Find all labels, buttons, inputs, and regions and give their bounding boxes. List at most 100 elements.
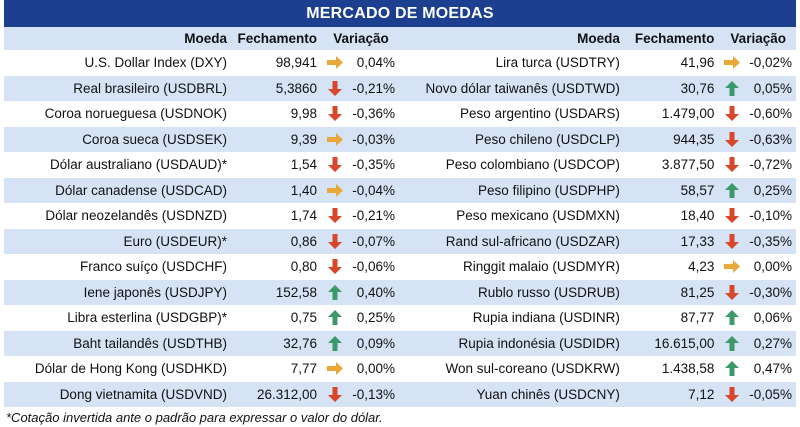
table-row: Dólar australiano (USDAUD)* 1,54 -0,35%: [4, 152, 400, 178]
arrow-down-icon: [720, 157, 744, 173]
close-value: 16.615,00: [654, 335, 715, 351]
arrow-right-icon: [720, 56, 744, 70]
arrow-down-icon: [720, 284, 744, 300]
change-value: -0,63%: [749, 131, 792, 147]
table-row: Coroa sueca (USDSEK) 9,39 -0,03%: [4, 126, 400, 152]
arrow-down-icon: [720, 233, 744, 249]
header-currency: Moeda: [184, 31, 227, 46]
change-value: -0,60%: [749, 106, 792, 122]
currency-name: Peso filipino (USDPHP): [478, 182, 620, 198]
table-row: Baht tailandês (USDTHB) 32,76 0,09%: [4, 330, 400, 356]
currency-name: U.S. Dollar Index (DXY): [84, 55, 227, 71]
table-row: Rublo russo (USDRUB) 81,25 -0,30%: [400, 279, 796, 305]
change-value: -0,10%: [749, 208, 792, 224]
table-row: Rupia indonésia (USDIDR) 16.615,00 0,27%: [400, 330, 796, 356]
right-column: Moeda Fechamento Variação Lira turca (US…: [400, 27, 796, 407]
currency-name: Dólar neozelandês (USDNZD): [45, 208, 227, 224]
close-value: 1,54: [290, 157, 317, 173]
arrow-down-icon: [323, 259, 347, 275]
arrow-down-icon: [323, 106, 347, 122]
close-value: 7,12: [688, 386, 715, 402]
footnote: *Cotação invertida ante o padrão para ex…: [6, 410, 383, 425]
close-value: 944,35: [673, 131, 715, 147]
currency-name: Peso mexicano (USDMXN): [456, 208, 620, 224]
table-row: Rupia indiana (USDINR) 87,77 0,06%: [400, 305, 796, 331]
change-value: 0,25%: [356, 310, 395, 326]
table-row: Peso colombiano (USDCOP) 3.877,50 -0,72%: [400, 152, 796, 178]
change-value: -0,05%: [749, 386, 792, 402]
close-value: 152,58: [275, 284, 317, 300]
header-row-left: Moeda Fechamento Variação: [4, 27, 400, 50]
arrow-right-icon: [323, 56, 347, 70]
table-row: Peso mexicano (USDMXN) 18,40 -0,10%: [400, 203, 796, 229]
change-value: -0,07%: [352, 233, 395, 249]
table-row: Peso filipino (USDPHP) 58,57 0,25%: [400, 177, 796, 203]
currency-name: Euro (USDEUR)*: [123, 233, 227, 249]
table-body: Moeda Fechamento Variação U.S. Dollar In…: [4, 27, 796, 407]
table-row: Lira turca (USDTRY) 41,96 -0,02%: [400, 50, 796, 76]
table-row: Dólar de Hong Kong (USDHKD) 7,77 0,00%: [4, 356, 400, 382]
currency-name: Peso argentino (USDARS): [460, 106, 620, 122]
change-value: -0,35%: [749, 233, 792, 249]
table-title: MERCADO DE MOEDAS: [4, 0, 796, 27]
arrow-up-icon: [323, 335, 347, 351]
header-close: Fechamento: [237, 31, 317, 46]
arrow-up-icon: [720, 335, 744, 351]
change-value: 0,27%: [753, 335, 792, 351]
change-value: 0,05%: [753, 80, 792, 96]
currency-name: Peso colombiano (USDCOP): [445, 157, 620, 173]
header-change: Variação: [333, 31, 389, 46]
currency-name: Coroa norueguesa (USDNOK): [44, 106, 227, 122]
currency-market-table: MERCADO DE MOEDAS Moeda Fechamento Varia…: [4, 0, 796, 425]
change-value: -0,02%: [749, 55, 792, 71]
arrow-down-icon: [323, 80, 347, 96]
header-currency: Moeda: [577, 31, 620, 46]
close-value: 30,76: [680, 80, 715, 96]
arrow-down-icon: [323, 157, 347, 173]
change-value: -0,13%: [352, 386, 395, 402]
table-row: Novo dólar taiwanês (USDTWD) 30,76 0,05%: [400, 75, 796, 101]
header-row-right: Moeda Fechamento Variação: [400, 27, 796, 50]
close-value: 7,77: [290, 361, 317, 377]
close-value: 58,57: [680, 182, 715, 198]
currency-name: Libra esterlina (USDGBP)*: [67, 310, 227, 326]
change-value: 0,09%: [356, 335, 395, 351]
close-value: 5,3860: [275, 80, 317, 96]
currency-name: Dólar de Hong Kong (USDHKD): [34, 361, 227, 377]
currency-name: Dólar canadense (USDCAD): [55, 182, 227, 198]
arrow-up-icon: [323, 310, 347, 326]
table-row: Rand sul-africano (USDZAR) 17,33 -0,35%: [400, 228, 796, 254]
change-value: 0,25%: [753, 182, 792, 198]
currency-name: Coroa sueca (USDSEK): [82, 131, 227, 147]
arrow-up-icon: [720, 80, 744, 96]
change-value: -0,35%: [352, 157, 395, 173]
change-value: 0,47%: [753, 361, 792, 377]
change-value: -0,36%: [352, 106, 395, 122]
currency-name: Rupia indonésia (USDIDR): [458, 335, 620, 351]
close-value: 26.312,00: [256, 386, 317, 402]
change-value: -0,04%: [352, 182, 395, 198]
arrow-up-icon: [720, 361, 744, 377]
change-value: -0,21%: [352, 208, 395, 224]
change-value: -0,21%: [352, 80, 395, 96]
arrow-up-icon: [720, 310, 744, 326]
close-value: 81,25: [680, 284, 715, 300]
close-value: 1.479,00: [661, 106, 715, 122]
arrow-right-icon: [323, 183, 347, 197]
currency-name: Won sul-coreano (USDKRW): [445, 361, 620, 377]
close-value: 1,40: [290, 182, 317, 198]
header-close: Fechamento: [634, 31, 715, 46]
close-value: 32,76: [283, 335, 317, 351]
change-value: -0,72%: [749, 157, 792, 173]
currency-name: Rupia indiana (USDINR): [472, 310, 620, 326]
table-row: Coroa norueguesa (USDNOK) 9,98 -0,36%: [4, 101, 400, 127]
close-value: 0,80: [290, 259, 317, 275]
table-row: Won sul-coreano (USDKRW) 1.438,58 0,47%: [400, 356, 796, 382]
close-value: 0,86: [290, 233, 317, 249]
close-value: 87,77: [680, 310, 715, 326]
arrow-down-icon: [720, 208, 744, 224]
table-row: Iene japonês (USDJPY) 152,58 0,40%: [4, 279, 400, 305]
currency-name: Franco suíço (USDCHF): [79, 259, 227, 275]
close-value: 0,75: [290, 310, 317, 326]
currency-name: Baht tailandês (USDTHB): [73, 335, 227, 351]
